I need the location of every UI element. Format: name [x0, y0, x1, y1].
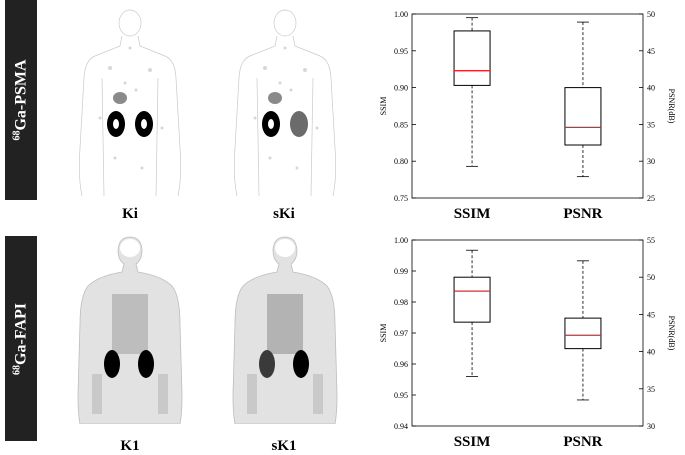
y2-tick-label: 35	[647, 385, 655, 394]
x-category-label: SSIM	[454, 434, 491, 450]
fapi-row: 68Ga-FAPI K1 sK1 0.94 0.95 0.96 0.97 0.98 0.9…	[0, 226, 685, 454]
tracer-label: 68Ga-PSMA	[11, 59, 30, 140]
y2-tick-label: 45	[647, 310, 655, 319]
tracer-isotope-mass: 68	[11, 364, 23, 375]
y-tick-label: 0.80	[394, 157, 408, 166]
y-tick-label: 1.00	[394, 10, 408, 19]
box-plot-psma: 0.75 0.80 0.85 0.90 0.95 1.00 25 30 35 40 45 50 SSIM…	[379, 10, 676, 222]
tracer-name: Ga-FAPI	[12, 302, 30, 365]
pet-image-ki	[78, 9, 182, 197]
y2-axis-label: PSNR(dB)	[667, 89, 676, 124]
tracer-isotope-mass: 68	[11, 130, 23, 141]
box-psnr	[564, 317, 602, 350]
y-tick-label: 0.99	[394, 267, 408, 276]
y2-tick-label: 40	[647, 84, 655, 93]
y-tick-label: 0.95	[394, 391, 408, 400]
y2-tick-label: 50	[647, 10, 655, 19]
y-tick-label: 0.97	[394, 329, 408, 338]
y2-axis-label: PSNR(dB)	[667, 316, 676, 351]
box-psnr	[564, 87, 602, 146]
y-tick-label: 1.00	[394, 236, 408, 245]
y2-tick-label: 25	[647, 194, 655, 203]
y-tick-label: 0.85	[394, 120, 408, 129]
y2-tick-label: 35	[647, 120, 655, 129]
pet-caption-sk1: sK1	[271, 438, 297, 454]
y-tick-label: 0.90	[394, 84, 408, 93]
y2-tick-label: 50	[647, 273, 655, 282]
y-tick-label: 0.75	[394, 194, 408, 203]
box-ssim	[453, 30, 491, 86]
box-plot-fapi: 0.94 0.95 0.96 0.97 0.98 0.99 1.00 30 35 40 45 50 55…	[379, 236, 676, 450]
psma-row: 68Ga-PSMA Ki	[0, 0, 685, 226]
pet-caption-k1: K1	[120, 438, 140, 454]
y-axis-label: SSIM	[379, 97, 388, 116]
pet-image-sk1	[232, 236, 338, 424]
y-axis-label: SSIM	[379, 324, 388, 343]
plot-frame	[411, 13, 644, 199]
y-tick-label: 0.94	[394, 422, 408, 431]
y2-tick-label: 55	[647, 236, 655, 245]
y-tick-label: 0.96	[394, 360, 408, 369]
y2-tick-label: 30	[647, 422, 655, 431]
y-tick-label: 0.95	[394, 47, 408, 56]
x-category-label: SSIM	[454, 206, 491, 222]
pet-image-ski	[233, 9, 337, 197]
y2-tick-label: 45	[647, 47, 655, 56]
pet-caption-ski: sKi	[273, 206, 295, 222]
x-category-label: PSNR	[563, 434, 602, 450]
pet-image-k1	[77, 236, 183, 424]
y2-tick-label: 40	[647, 348, 655, 357]
y-tick-label: 0.98	[394, 298, 408, 307]
tracer-name: Ga-PSMA	[12, 59, 30, 131]
plot-frame	[411, 239, 644, 427]
tracer-label-bar: 68Ga-FAPI	[5, 236, 37, 441]
box-ssim	[453, 276, 491, 323]
tracer-label: 68Ga-FAPI	[11, 303, 30, 375]
y2-tick-label: 30	[647, 157, 655, 166]
x-category-label: PSNR	[563, 206, 602, 222]
pet-caption-ki: Ki	[122, 206, 138, 222]
tracer-label-bar: 68Ga-PSMA	[5, 0, 37, 200]
